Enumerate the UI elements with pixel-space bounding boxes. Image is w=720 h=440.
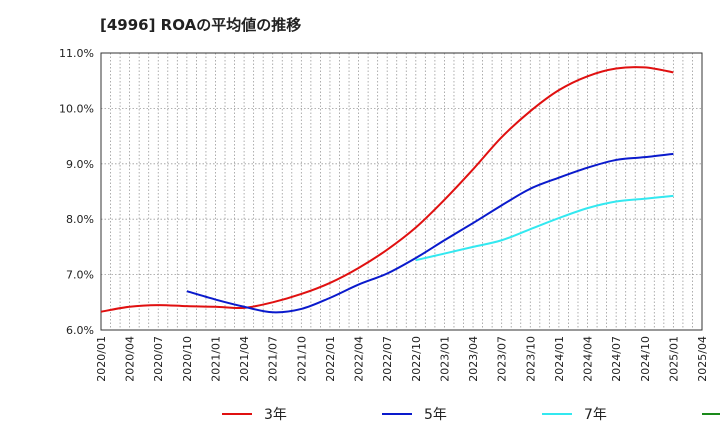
legend-label: 5年 xyxy=(424,407,447,423)
y-tick-label: 7.0% xyxy=(66,269,94,282)
grid xyxy=(100,52,703,331)
x-tick-label: 2023/04 xyxy=(467,336,480,382)
series-line-5年 xyxy=(186,152,674,314)
series-line-3年 xyxy=(100,66,674,313)
series-lines xyxy=(100,66,674,314)
x-tick-label: 2024/04 xyxy=(582,336,595,382)
x-tick-label: 2020/01 xyxy=(95,336,108,382)
x-tick-label: 2021/04 xyxy=(238,336,251,382)
y-axis-ticks: 6.0% 7.0% 8.0% 9.0% 10.0% 11.0% xyxy=(59,47,94,337)
plot-frame xyxy=(100,52,703,331)
chart-title: [4996] ROAの平均値の推移 xyxy=(100,16,302,34)
x-tick-label: 2022/10 xyxy=(410,336,423,382)
x-tick-label: 2021/07 xyxy=(267,336,280,382)
x-tick-label: 2021/10 xyxy=(295,336,308,382)
x-axis-ticks: 2020/01 2020/04 2020/07 2020/10 2021/01 2021/… xyxy=(95,336,709,382)
x-tick-label: 2023/07 xyxy=(496,336,509,382)
series-line-7年 xyxy=(415,194,674,262)
x-tick-label: 2021/01 xyxy=(209,336,222,382)
x-tick-label: 2025/01 xyxy=(667,336,680,382)
legend-label: 3年 xyxy=(264,407,287,423)
x-tick-label: 2022/07 xyxy=(381,336,394,382)
x-tick-label: 2024/01 xyxy=(553,336,566,382)
plot-border xyxy=(100,52,703,331)
legend-label: 7年 xyxy=(584,407,607,423)
x-tick-label: 2024/07 xyxy=(610,336,623,382)
x-tick-label: 2020/10 xyxy=(181,336,194,382)
x-tick-label: 2022/04 xyxy=(353,336,366,382)
x-tick-label: 2025/04 xyxy=(696,336,709,382)
x-tick-label: 2023/01 xyxy=(438,336,451,382)
x-tick-label: 2020/04 xyxy=(124,336,137,382)
legend: 3年5年7年10年 xyxy=(222,407,720,423)
x-tick-label: 2024/10 xyxy=(639,336,652,382)
y-tick-label: 10.0% xyxy=(59,102,94,115)
y-tick-label: 11.0% xyxy=(59,47,94,60)
x-tick-label: 2022/01 xyxy=(324,336,337,382)
x-tick-label: 2023/10 xyxy=(524,336,537,382)
y-tick-label: 8.0% xyxy=(66,213,94,226)
y-tick-label: 9.0% xyxy=(66,158,94,171)
x-tick-label: 2020/07 xyxy=(152,336,165,382)
y-tick-label: 6.0% xyxy=(66,324,94,337)
